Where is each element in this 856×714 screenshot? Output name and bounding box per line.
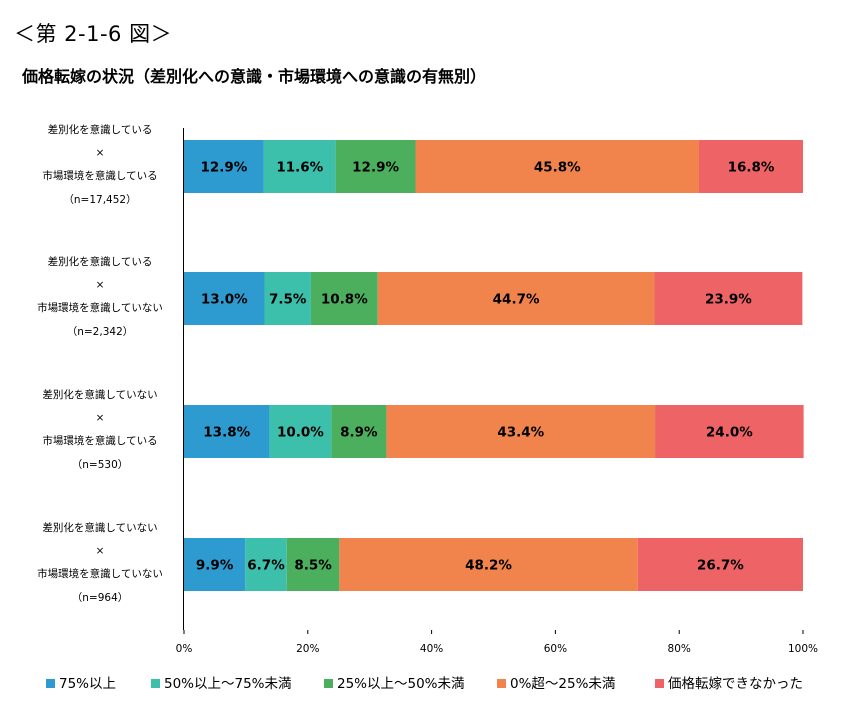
- data-label: 10.0%: [277, 425, 324, 441]
- data-label: 24.0%: [706, 425, 753, 441]
- x-tick-label: 60%: [544, 643, 567, 655]
- legend-label: 75%以上: [59, 676, 116, 692]
- data-label: 12.9%: [201, 160, 248, 176]
- category-label: 市場環境を意識していない: [37, 301, 163, 314]
- bar-segment: [310, 272, 378, 325]
- bar-segment: [331, 405, 387, 458]
- data-label: 43.4%: [497, 425, 544, 441]
- data-label: 16.8%: [728, 160, 775, 176]
- legend-swatch: [151, 679, 160, 688]
- category-label: ×: [96, 545, 105, 557]
- legend-swatch: [655, 679, 664, 688]
- data-label: 13.0%: [201, 292, 248, 308]
- x-tick-label: 80%: [668, 643, 691, 655]
- category-label: 市場環境を意識している: [42, 169, 157, 182]
- data-label: 8.9%: [340, 425, 378, 441]
- category-label: 差別化を意識していない: [42, 521, 157, 534]
- bar-segment: [184, 140, 264, 193]
- category-label: ×: [96, 279, 105, 291]
- bar-segment: [699, 140, 803, 193]
- bar-segment: [339, 538, 638, 591]
- x-tick-label: 100%: [788, 643, 818, 655]
- data-label: 23.9%: [705, 292, 752, 308]
- category-label: （n=964）: [72, 592, 129, 604]
- bar-segment: [264, 272, 311, 325]
- category-label: （n=2,342）: [67, 326, 134, 338]
- x-tick-label: 0%: [176, 643, 193, 655]
- data-label: 11.6%: [276, 160, 323, 176]
- legend-swatch: [497, 679, 506, 688]
- category-label: （n=17,452）: [63, 194, 136, 206]
- category-label: 差別化を意識していない: [42, 388, 157, 401]
- category-label: ×: [96, 147, 105, 159]
- bar-segment: [377, 272, 655, 325]
- bar-segment: [415, 140, 700, 193]
- x-tick-label: 40%: [420, 643, 443, 655]
- bar-segment: [269, 405, 332, 458]
- bar-segment: [655, 405, 804, 458]
- bar-segment: [654, 272, 803, 325]
- category-label: 差別化を意識している: [48, 255, 153, 268]
- data-label: 26.7%: [697, 558, 744, 574]
- bar-segment: [184, 272, 265, 325]
- chart-title: 価格転嫁の状況（差別化への意識・市場環境への意識の有無別）: [22, 67, 487, 86]
- data-label: 12.9%: [352, 160, 399, 176]
- bar-segment: [286, 538, 340, 591]
- data-label: 10.8%: [321, 292, 368, 308]
- figure-label: ＜第 2-1-6 図＞: [14, 22, 173, 46]
- data-label: 48.2%: [465, 558, 512, 574]
- legend-label: 0%超～25%未満: [510, 676, 615, 692]
- data-label: 44.7%: [493, 292, 540, 308]
- category-label: 市場環境を意識していない: [37, 567, 163, 580]
- data-label: 9.9%: [196, 558, 234, 574]
- data-label: 13.8%: [203, 425, 250, 441]
- category-label: 市場環境を意識している: [42, 434, 157, 447]
- bar-segment: [637, 538, 803, 591]
- data-label: 45.8%: [534, 160, 581, 176]
- bar-segment: [263, 140, 336, 193]
- bar-segment: [386, 405, 656, 458]
- x-tick-label: 20%: [296, 643, 319, 655]
- bar-segment: [245, 538, 287, 591]
- legend-swatch: [324, 679, 333, 688]
- category-label: （n=530）: [72, 459, 129, 471]
- legend-swatch: [46, 679, 55, 688]
- bar-segment: [335, 140, 416, 193]
- bar-segment: [184, 405, 270, 458]
- data-label: 8.5%: [294, 558, 332, 574]
- category-label: ×: [96, 412, 105, 424]
- bar-segment: [184, 538, 246, 591]
- legend-label: 25%以上～50%未満: [337, 676, 465, 692]
- legend-label: 50%以上～75%未満: [164, 676, 292, 692]
- category-label: 差別化を意識している: [48, 123, 153, 136]
- legend-label: 価格転嫁できなかった: [668, 676, 803, 692]
- data-label: 7.5%: [269, 292, 307, 308]
- data-label: 6.7%: [247, 558, 285, 574]
